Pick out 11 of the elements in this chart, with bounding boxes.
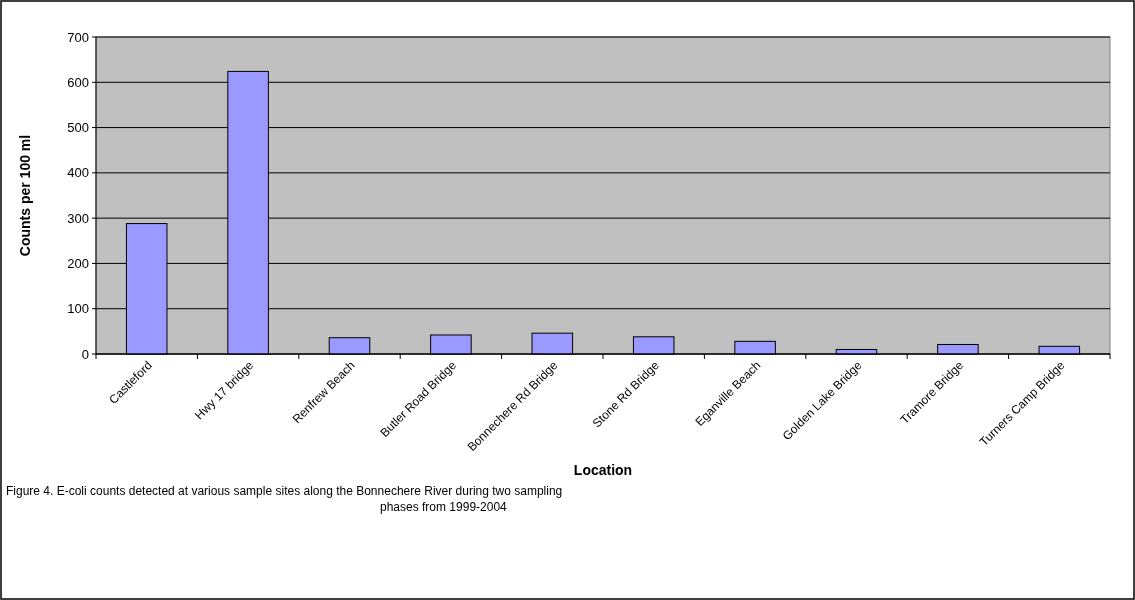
y-tick-label: 200: [67, 255, 89, 271]
y-tick-label: 600: [67, 74, 89, 90]
y-axis-title: Counts per 100 ml: [17, 134, 33, 257]
y-tick-label: 0: [81, 346, 89, 362]
y-tick-label: 500: [67, 120, 89, 136]
caption: Figure 4. E-coli counts detected at various sample sites along the Bonnechere River during two sampling phases from 1999-2004: [6, 484, 563, 514]
y-tick-label: 300: [67, 210, 89, 226]
y-tick-label: 400: [67, 165, 89, 181]
y-tick-label: 100: [67, 301, 89, 317]
x-axis-title: Location: [573, 462, 633, 478]
y-tick-label: 700: [67, 29, 89, 45]
